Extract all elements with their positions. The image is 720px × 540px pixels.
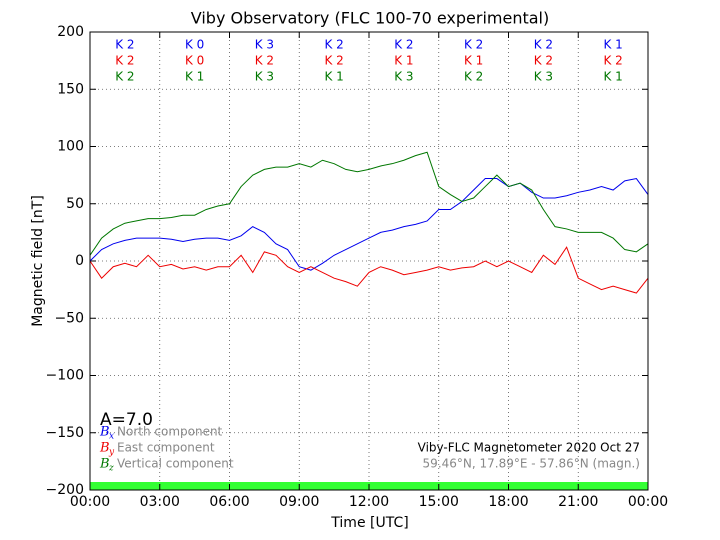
k-index-label: K 1 — [324, 70, 343, 84]
k-index-label: K 3 — [255, 38, 274, 52]
coordinates-label: 59.46°N, 17.89°E - 57.86°N (magn.) — [423, 457, 640, 471]
legend-label: Vertical component — [117, 457, 234, 471]
legend-symbol: B — [99, 457, 110, 472]
y-tick-label: 100 — [57, 139, 84, 155]
k-index-label: K 2 — [534, 54, 553, 68]
x-tick-label: 21:00 — [558, 494, 598, 510]
legend-subscript: z — [108, 464, 114, 474]
k-index-label: K 2 — [324, 54, 343, 68]
legend-label: North component — [117, 425, 223, 439]
legend-symbol: B — [99, 441, 110, 456]
k-index-label: K 1 — [603, 38, 622, 52]
chart-title: Viby Observatory (FLC 100-70 experimenta… — [191, 9, 550, 28]
k-index-label: K 3 — [255, 70, 274, 84]
k-index-label: K 2 — [115, 38, 134, 52]
data-line — [89, 246, 649, 294]
k-index-label: K 1 — [603, 70, 622, 84]
k-index-label: K 0 — [185, 54, 204, 68]
x-tick-label: 00:00 — [70, 494, 110, 510]
k-index-label: K 2 — [464, 70, 483, 84]
x-tick-label: 12:00 — [349, 494, 389, 510]
x-tick-label: 06:00 — [209, 494, 249, 510]
k-index-label: K 1 — [464, 54, 483, 68]
k-index-label: K 2 — [115, 70, 134, 84]
x-tick-label: 18:00 — [488, 494, 528, 510]
legend-symbol: B — [99, 425, 110, 440]
y-tick-label: 50 — [66, 196, 84, 212]
y-tick-label: 200 — [57, 24, 84, 40]
k-index-label: K 2 — [324, 38, 343, 52]
legend-subscript: y — [108, 448, 115, 458]
x-tick-label: 00:00 — [628, 494, 668, 510]
station-label: Viby-FLC Magnetometer 2020 Oct 27 — [418, 441, 640, 455]
x-axis-label: Time [UTC] — [330, 515, 408, 531]
k-index-label: K 2 — [394, 38, 413, 52]
k-index-label: K 2 — [464, 38, 483, 52]
data-line — [89, 151, 649, 256]
y-axis-label: Magnetic field [nT] — [30, 195, 46, 327]
k-index-label: K 3 — [534, 70, 553, 84]
plot-frame — [89, 31, 649, 491]
legend-label: East component — [117, 441, 215, 455]
k-index-label: K 0 — [185, 38, 204, 52]
k-index-label: K 2 — [534, 38, 553, 52]
x-tick-label: 15:00 — [419, 494, 459, 510]
x-tick-label: 09:00 — [279, 494, 319, 510]
legend-subscript: x — [109, 432, 114, 442]
k-index-label: K 2 — [115, 54, 134, 68]
y-tick-label: −150 — [46, 425, 84, 441]
k-index-label: K 2 — [603, 54, 622, 68]
y-tick-label: 0 — [75, 253, 84, 269]
y-tick-label: −100 — [46, 368, 84, 384]
y-tick-label: 150 — [57, 81, 84, 97]
k-index-label: K 3 — [394, 70, 413, 84]
k-index-label: K 2 — [255, 54, 274, 68]
k-index-label: K 1 — [185, 70, 204, 84]
data-line — [89, 178, 649, 271]
x-tick-label: 03:00 — [140, 494, 180, 510]
a-index: A=7.0 — [100, 410, 153, 430]
y-tick-label: −50 — [54, 310, 84, 326]
k-index-label: K 1 — [394, 54, 413, 68]
y-tick-label: −200 — [46, 482, 84, 498]
